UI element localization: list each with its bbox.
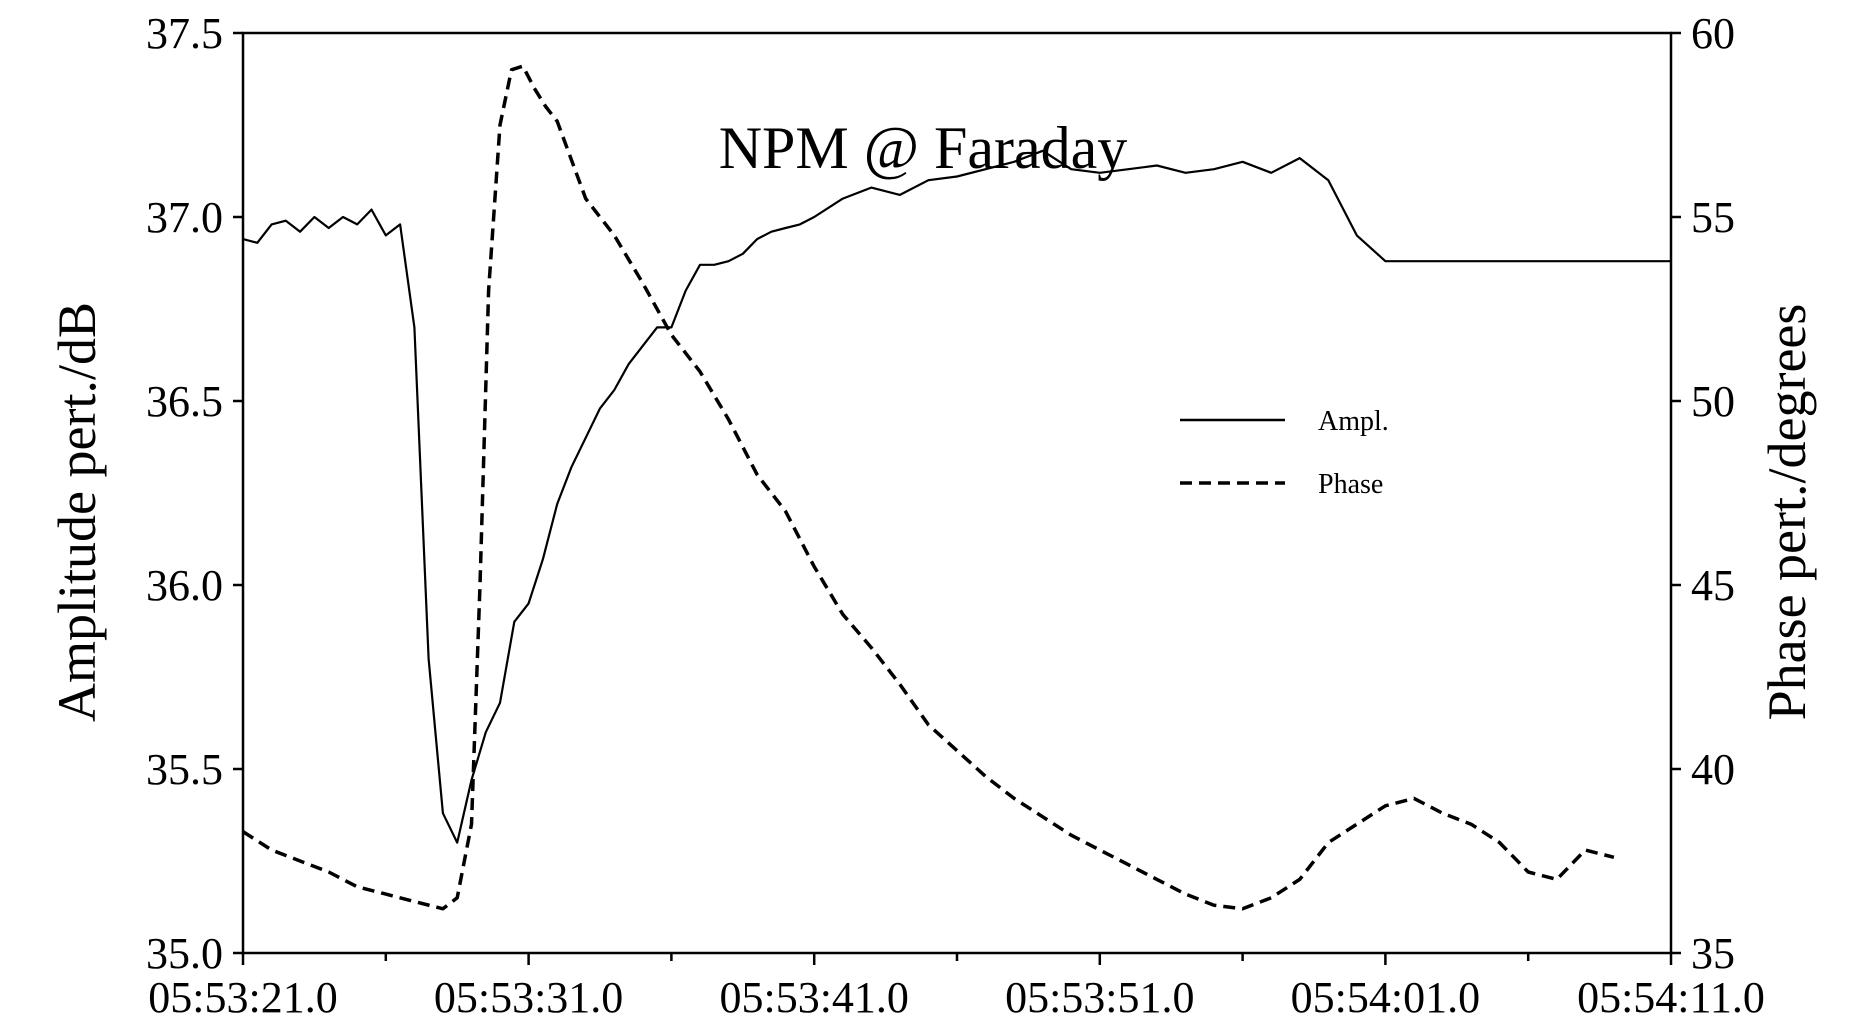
- series-layer: [242, 64, 1671, 911]
- y-tick-label: 36.5: [146, 377, 223, 426]
- y-tick-label: 35.0: [146, 929, 223, 978]
- y-tick-label: 37.5: [146, 9, 223, 58]
- legend-phase-label: Phase: [1318, 469, 1383, 500]
- x-tick-label: 05:53:41.0: [719, 973, 908, 1022]
- x-tick-label: 05:53:21.0: [148, 973, 337, 1022]
- y-axis-left: 35.0 35.5 36.0 36.5 37.0 37.5: [146, 9, 243, 978]
- y2-tick-label: 35: [1691, 929, 1735, 978]
- y-axis-right: 35 40 45 50 55 60: [1671, 9, 1735, 978]
- legend: Ampl. Phase: [1180, 406, 1389, 500]
- series-line-phase: [242, 64, 1615, 911]
- x-axis: 05:53:21.0 05:53:31.0 05:53:41.0 05:53:51.0…: [148, 953, 1765, 1022]
- y2-axis-label: Phase pert./degrees: [1757, 304, 1817, 721]
- y-tick-label: 35.5: [146, 745, 223, 794]
- y-tick-label: 36.0: [146, 561, 223, 610]
- y2-tick-label: 60: [1691, 9, 1735, 58]
- y2-tick-label: 55: [1691, 193, 1735, 242]
- legend-ampl-label: Ampl.: [1318, 406, 1389, 437]
- y-axis-label: Amplitude pert./dB: [47, 302, 107, 722]
- x-tick-label: 05:53:31.0: [434, 973, 623, 1022]
- y2-tick-label: 45: [1691, 561, 1735, 610]
- chart-title: NPM @ Faraday: [719, 115, 1128, 181]
- y2-tick-label: 40: [1691, 745, 1735, 794]
- y-tick-label: 37.0: [146, 193, 223, 242]
- x-tick-label: 05:54:01.0: [1291, 973, 1480, 1022]
- x-tick-label: 05:54:11.0: [1577, 973, 1765, 1022]
- series-line-ampl: [242, 149, 1671, 844]
- x-tick-label: 05:53:51.0: [1005, 973, 1194, 1022]
- y2-tick-label: 50: [1691, 377, 1735, 426]
